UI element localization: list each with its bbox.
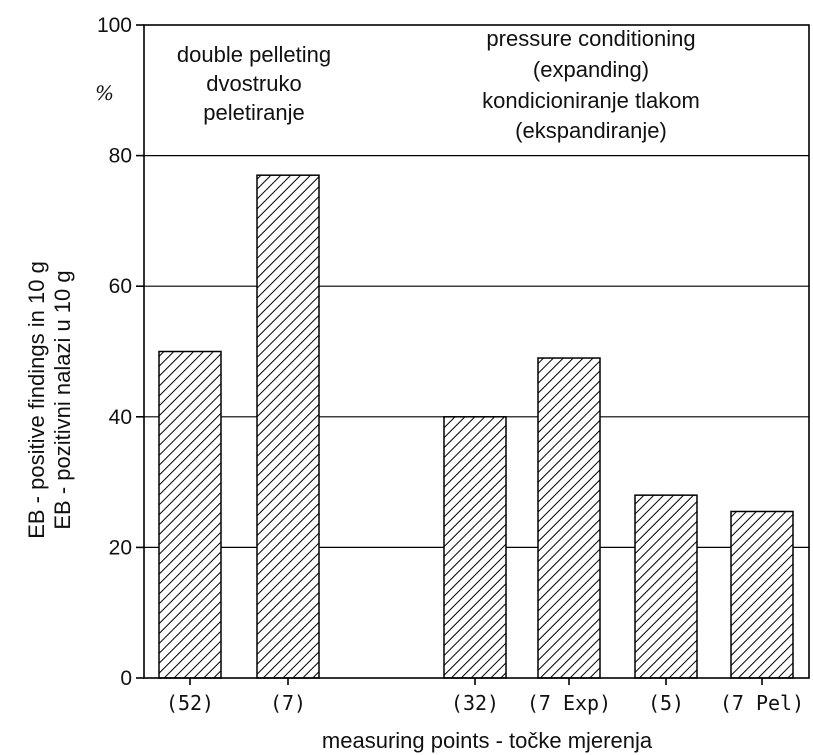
annotation-right-line-3: kondicioniranje tlakom [482, 88, 700, 113]
y-tick-label: 100 [97, 14, 132, 37]
x-tick-label: (52) [166, 691, 214, 715]
x-tick-labels: (52) (7) (32) (7 Exp) (5) (7 Pel) [166, 678, 804, 715]
annotation-right-line-2: (expanding) [533, 57, 649, 82]
x-tick-label: (5) [648, 691, 684, 715]
bar [158, 350, 222, 679]
x-axis-title: measuring points - točke mjerenja [322, 728, 653, 753]
x-tick-label: (7 Exp) [527, 691, 611, 715]
annotation-right-line-4: (ekspandiranje) [515, 118, 667, 143]
annotation-left-line-1: double pelleting [177, 42, 331, 67]
annotation-left-group: double pelleting dvostruko peletiranje [177, 42, 331, 125]
y-tick-labels: 0 20 40 60 80 100 [97, 14, 144, 690]
bar [730, 510, 794, 679]
y-axis-title-line-1: EB - positive findings in 10 g [24, 261, 49, 539]
annotation-right-group: pressure conditioning (expanding) kondic… [482, 26, 700, 143]
x-tick-label: (32) [451, 691, 499, 715]
y-tick-label: 20 [109, 536, 132, 559]
plot-frame [143, 24, 810, 679]
y-tick-label: 0 [120, 667, 132, 690]
y-axis-title-line-2: EB - pozitivni nalazi u 10 g [50, 270, 75, 529]
y-tick-label: 60 [109, 275, 132, 298]
y-tick-label: 40 [109, 406, 132, 429]
y-axis-title: EB - positive findings in 10 g EB - pozi… [24, 261, 75, 539]
bar [256, 174, 320, 679]
bar [537, 357, 601, 679]
bar [634, 494, 698, 679]
annotation-left-line-3: peletiranje [203, 100, 305, 125]
annotation-right-line-1: pressure conditioning [486, 26, 695, 51]
bars [158, 174, 794, 679]
x-tick-label: (7 Pel) [720, 691, 804, 715]
x-tick-label: (7) [270, 691, 306, 715]
y-unit-label: % [95, 81, 114, 105]
bar [443, 416, 507, 679]
y-tick-label: 80 [109, 145, 132, 168]
annotation-left-line-2: dvostruko [206, 71, 301, 96]
axes [143, 24, 810, 679]
